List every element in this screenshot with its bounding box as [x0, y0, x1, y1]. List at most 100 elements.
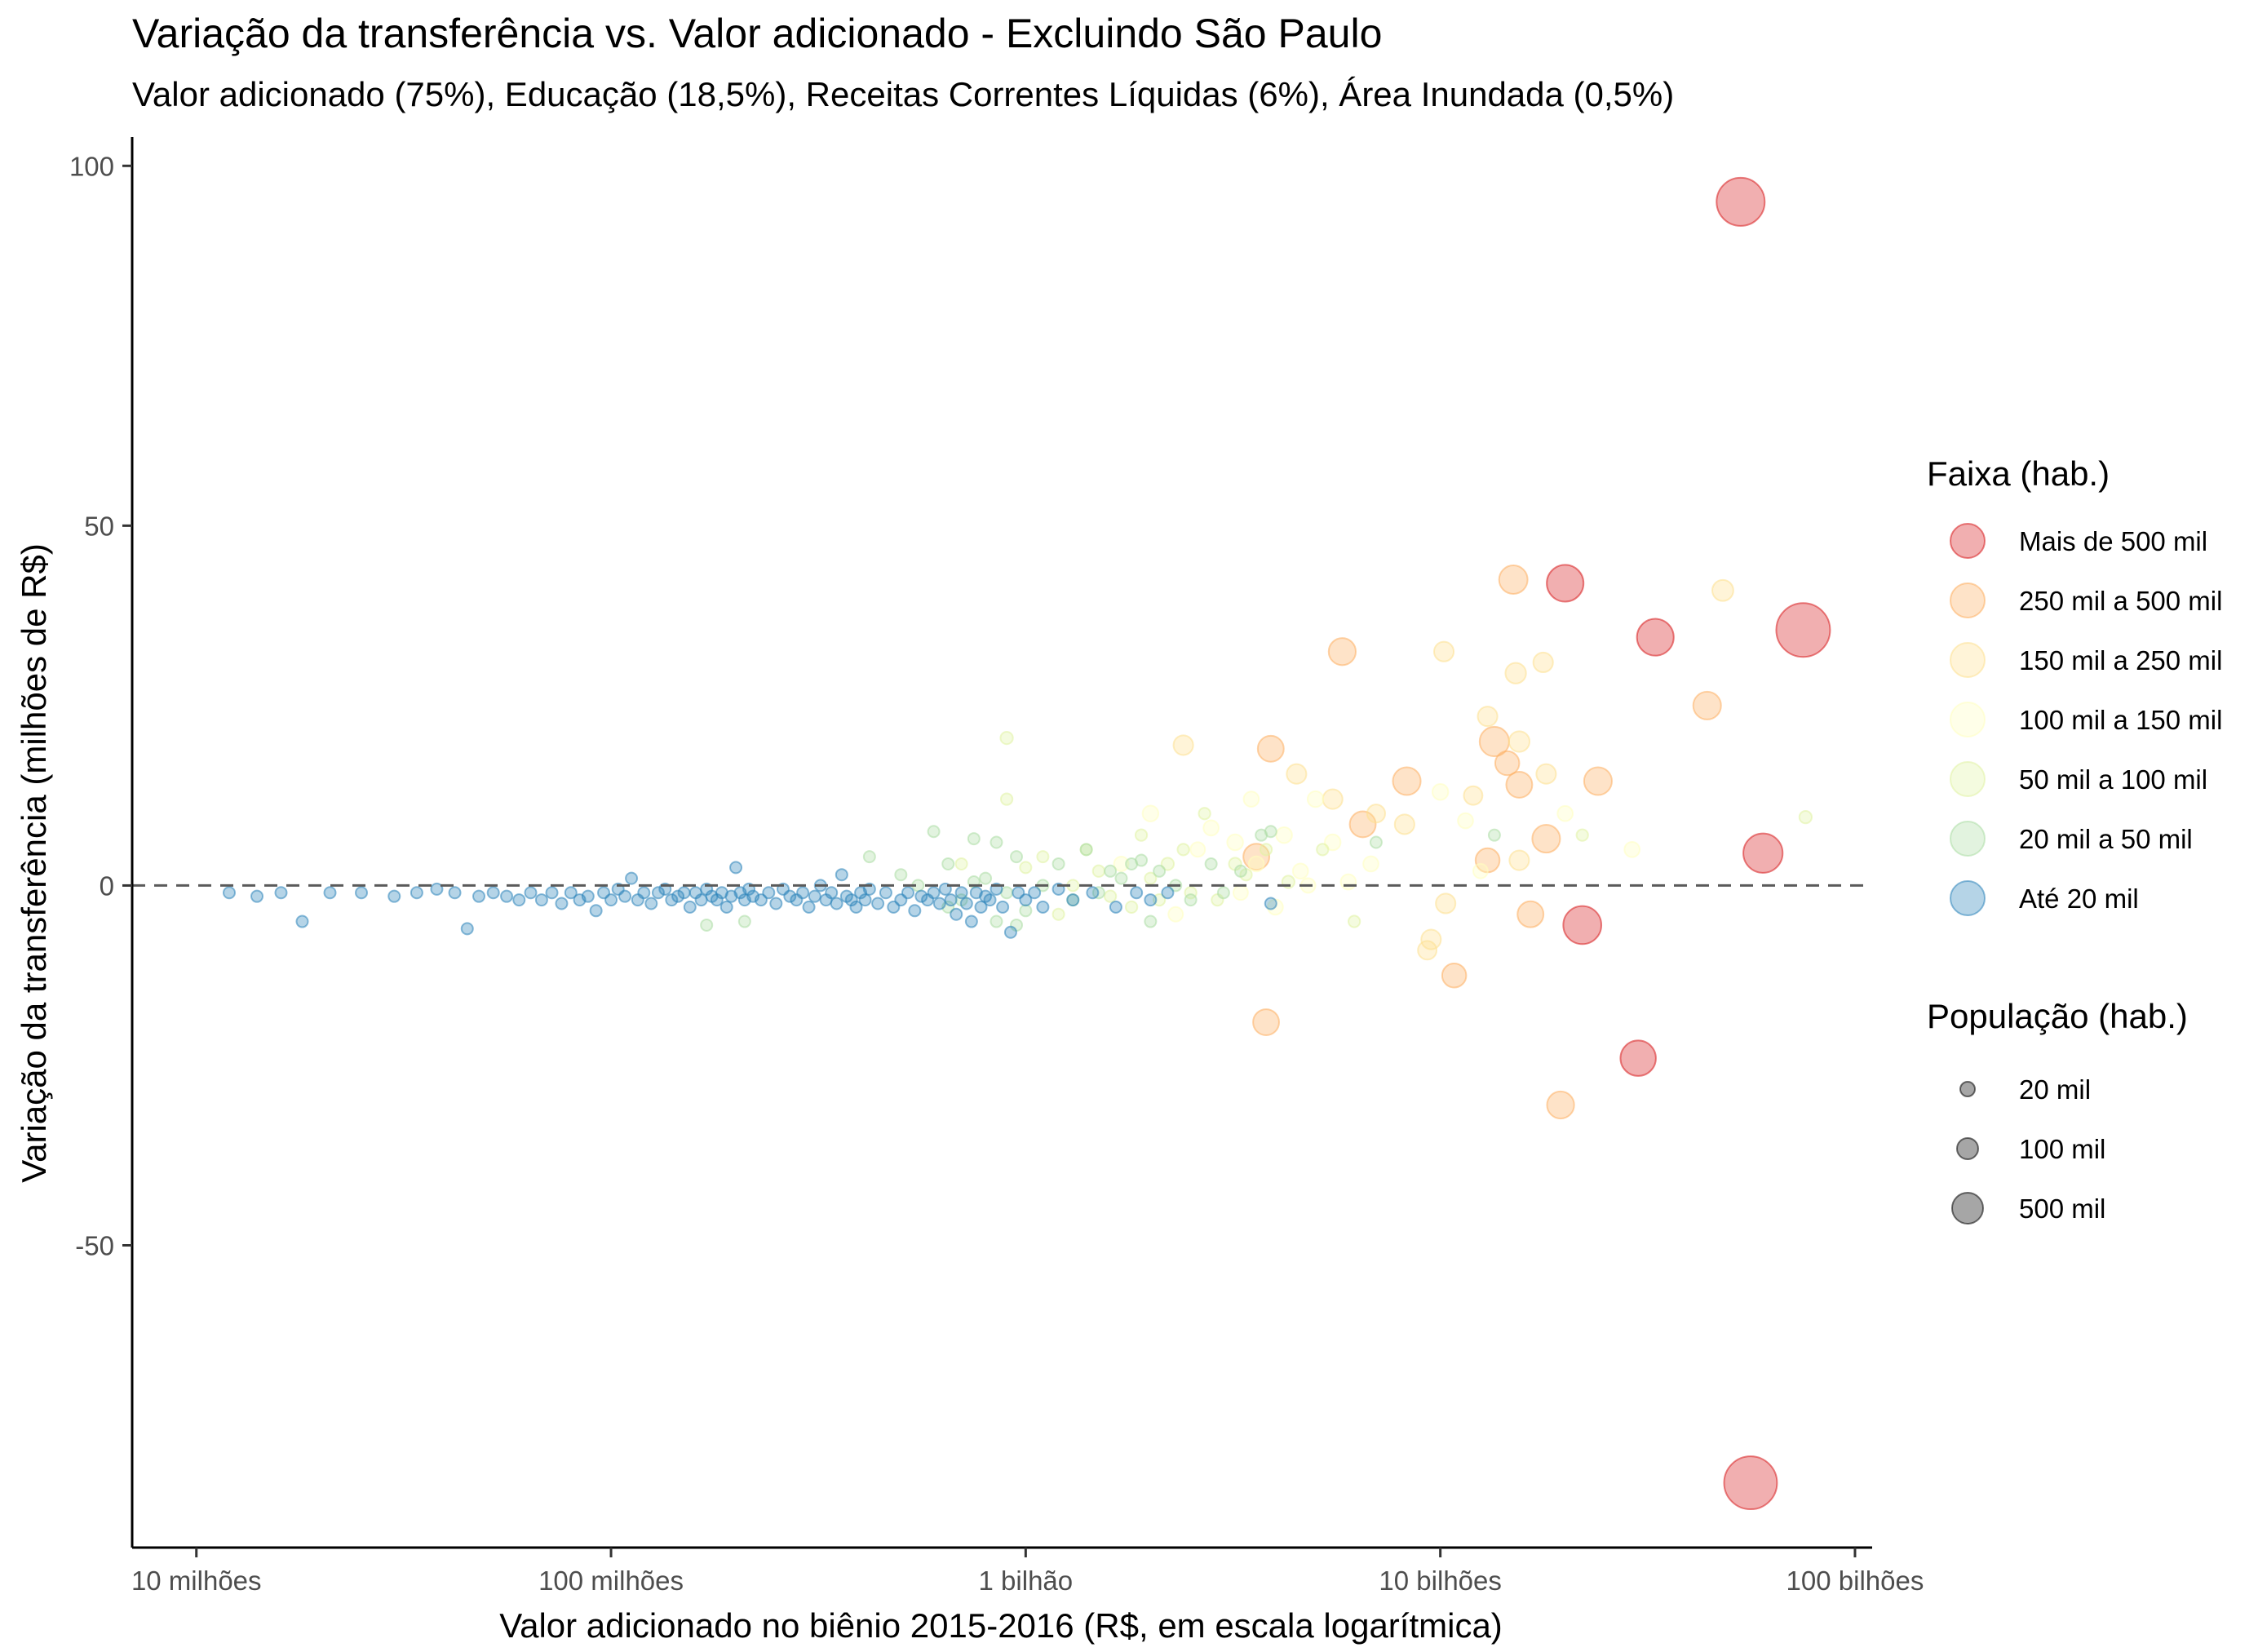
- data-point: [1124, 900, 1139, 915]
- legend-swatch: [1950, 821, 1986, 857]
- data-point: [1322, 788, 1344, 810]
- legend-swatch: [1950, 761, 1986, 797]
- data-point: [1141, 804, 1160, 822]
- data-point: [1742, 832, 1784, 874]
- data-point: [1556, 804, 1574, 822]
- y-tick-label: 100: [69, 151, 114, 181]
- data-point: [1233, 864, 1247, 878]
- data-point: [762, 886, 776, 900]
- data-point: [1202, 819, 1220, 837]
- data-point: [1028, 886, 1042, 900]
- data-point: [1247, 855, 1265, 873]
- data-point: [959, 897, 973, 910]
- data-point: [1256, 734, 1285, 763]
- data-point: [1275, 826, 1293, 844]
- data-point: [944, 893, 958, 907]
- data-point: [1086, 886, 1100, 900]
- y-axis-ticks: 100 50 0 -50: [69, 151, 132, 1261]
- data-point: [222, 886, 236, 900]
- data-point: [295, 915, 309, 928]
- data-point: [1531, 824, 1561, 854]
- data-point: [1348, 810, 1377, 839]
- data-point: [545, 886, 559, 900]
- data-point: [737, 915, 751, 928]
- size-legend-swatch: [1959, 1081, 1976, 1097]
- data-point: [1232, 884, 1249, 901]
- data-point: [871, 897, 885, 910]
- data-point: [581, 889, 595, 903]
- data-point: [1079, 843, 1093, 857]
- data-point: [1417, 940, 1438, 961]
- data-point: [1546, 564, 1585, 603]
- data-point: [555, 897, 569, 910]
- data-point: [1393, 813, 1415, 835]
- data-point: [1264, 897, 1277, 910]
- data-point: [1692, 690, 1722, 720]
- data-point: [1134, 828, 1149, 842]
- data-point: [1369, 835, 1383, 849]
- data-point: [729, 861, 743, 875]
- data-point: [1052, 857, 1065, 870]
- data-point: [448, 886, 462, 900]
- data-point: [1505, 770, 1534, 799]
- data-point: [1508, 730, 1531, 753]
- data-point: [1441, 962, 1468, 989]
- data-point: [564, 886, 578, 900]
- data-point: [835, 868, 848, 882]
- data-point: [637, 886, 651, 900]
- data-point: [1583, 766, 1613, 796]
- data-point: [1052, 907, 1065, 921]
- data-point: [1204, 857, 1218, 870]
- data-point: [950, 907, 963, 921]
- data-point: [1366, 804, 1387, 824]
- data-point: [524, 886, 538, 900]
- data-point: [954, 886, 968, 900]
- data-point: [665, 893, 679, 907]
- data-point: [908, 904, 922, 918]
- data-point: [1242, 791, 1260, 808]
- data-point: [1172, 734, 1194, 756]
- data-point: [849, 900, 863, 914]
- legend-label: 100 mil a 150 mil: [2019, 705, 2222, 735]
- data-point: [1198, 807, 1211, 821]
- data-point: [1066, 893, 1080, 907]
- data-point: [1306, 790, 1325, 808]
- data-point: [999, 792, 1014, 806]
- data-point: [1487, 828, 1501, 842]
- data-point: [1498, 565, 1529, 595]
- data-point: [1420, 928, 1442, 950]
- data-point: [825, 886, 839, 900]
- x-tick-label: 1 bilhão: [979, 1566, 1074, 1596]
- data-point: [1723, 1455, 1778, 1511]
- y-tick-label: 0: [100, 870, 114, 901]
- data-point: [1153, 864, 1167, 878]
- data-point: [1019, 861, 1033, 875]
- data-point: [1184, 893, 1198, 907]
- data-point: [1494, 750, 1521, 777]
- data-point: [1291, 862, 1309, 880]
- data-point: [1327, 637, 1357, 667]
- data-point: [1575, 828, 1589, 842]
- data-point: [1463, 785, 1484, 806]
- data-point: [700, 918, 714, 932]
- data-point: [1362, 855, 1379, 873]
- data-point: [1532, 651, 1554, 674]
- data-point: [783, 889, 797, 903]
- data-point: [979, 871, 993, 885]
- data-point: [1392, 766, 1422, 796]
- data-point: [618, 889, 632, 903]
- data-point: [1432, 640, 1455, 662]
- data-point: [1104, 864, 1118, 878]
- data-point: [1636, 618, 1675, 657]
- data-point: [802, 900, 816, 914]
- data-point: [1019, 893, 1033, 907]
- data-point: [719, 900, 733, 914]
- data-point: [1103, 889, 1118, 903]
- data-point: [914, 889, 928, 903]
- data-point: [1546, 1090, 1575, 1120]
- legend-label: 50 mil a 100 mil: [2019, 764, 2207, 795]
- x-tick-label: 100 milhões: [538, 1566, 684, 1596]
- data-point: [927, 825, 941, 839]
- data-point: [858, 893, 872, 907]
